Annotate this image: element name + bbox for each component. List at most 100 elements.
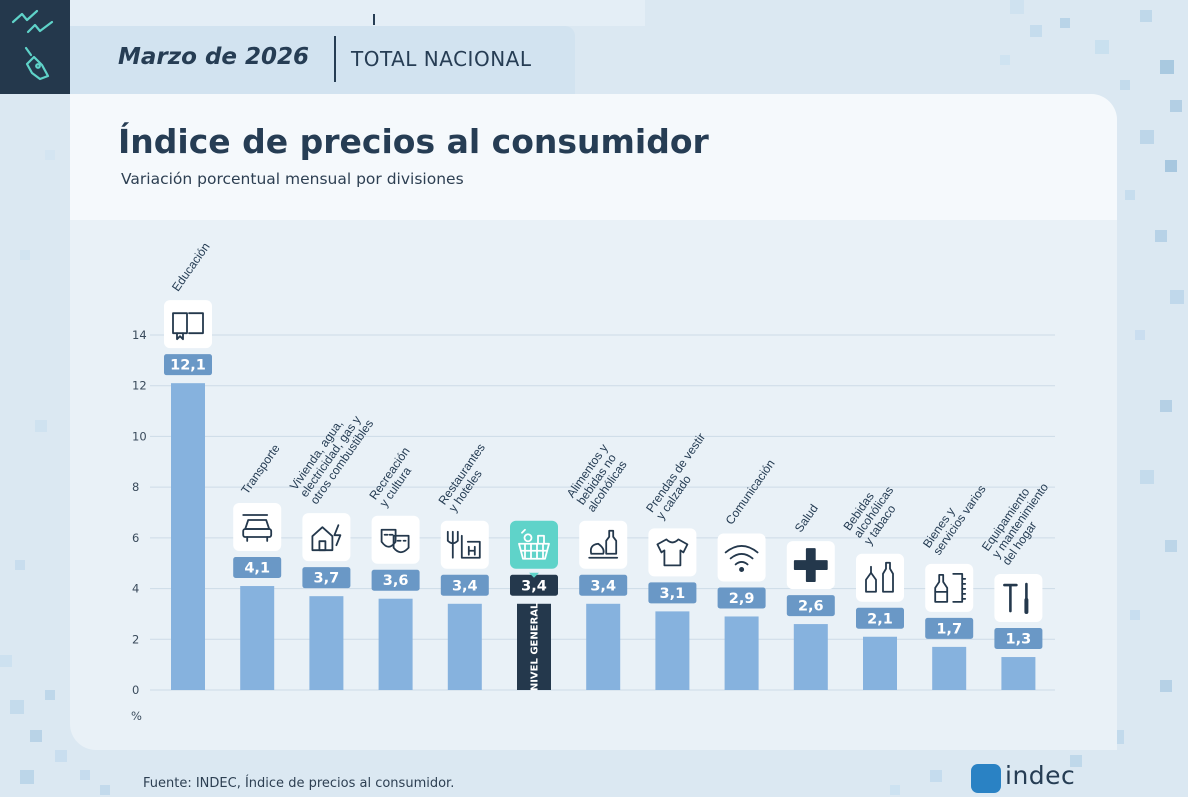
mosaic-square bbox=[20, 250, 30, 260]
y-tick-label: 8 bbox=[132, 480, 139, 494]
value-label: 2,1 bbox=[867, 611, 893, 627]
bar bbox=[863, 636, 897, 690]
value-label: 3,4 bbox=[521, 578, 547, 594]
value-label-box bbox=[717, 587, 766, 609]
category-label-line: Comunicación bbox=[723, 457, 778, 527]
mosaic-square bbox=[1155, 230, 1167, 242]
bar-group: 2,9 Comunicación bbox=[717, 457, 778, 690]
y-tick-label: 14 bbox=[132, 328, 147, 342]
y-tick-label: 0 bbox=[132, 683, 139, 697]
value-label-box bbox=[856, 607, 904, 629]
value-label: 2,6 bbox=[798, 599, 824, 615]
mosaic-square bbox=[1140, 130, 1154, 144]
y-axis-unit: % bbox=[131, 709, 142, 723]
category-label: Transporte bbox=[238, 441, 283, 496]
bar bbox=[378, 598, 413, 690]
indec-logo-mark bbox=[971, 764, 1001, 793]
mosaic-square bbox=[1135, 330, 1145, 340]
value-label-box bbox=[579, 574, 628, 596]
mosaic-square bbox=[1140, 10, 1152, 22]
value-label: 3,7 bbox=[314, 571, 340, 587]
value-label: 3,6 bbox=[383, 573, 409, 589]
category-label: Alimentos ybebidas noalcohólicas bbox=[564, 441, 632, 514]
category-label-line: Transporte bbox=[238, 441, 283, 496]
icon-box bbox=[579, 520, 628, 569]
category-label-line: Educación bbox=[169, 240, 213, 294]
value-label-box bbox=[925, 617, 974, 639]
chart-subtitle: Variación porcentual mensual por divisio… bbox=[121, 170, 464, 188]
value-label: 1,7 bbox=[936, 621, 962, 637]
y-tick-label: 12 bbox=[132, 379, 147, 393]
bar-group: 4,1 Transporte bbox=[233, 441, 283, 690]
mosaic-square bbox=[0, 655, 12, 667]
category-label: Recreacióny cultura bbox=[366, 445, 423, 510]
category-label: Educación bbox=[169, 240, 213, 294]
bar-group: 3,4 Restaurantesy hoteles bbox=[436, 441, 489, 690]
value-label: 3,1 bbox=[660, 586, 686, 602]
mosaic-square bbox=[1070, 755, 1082, 767]
chart-title-area: Índice de precios al consumidor Variació… bbox=[70, 94, 1117, 220]
mosaic-square bbox=[1160, 60, 1174, 74]
mosaic-square bbox=[1165, 540, 1177, 552]
house-bolt-icon bbox=[311, 524, 342, 552]
mosaic-square bbox=[890, 785, 900, 795]
bar-group: 3,1 Prendas de vestiry calzado bbox=[643, 430, 708, 690]
icon-box bbox=[717, 533, 766, 582]
mosaic-square bbox=[100, 785, 110, 795]
value-label-box bbox=[371, 569, 420, 591]
bar bbox=[1001, 657, 1036, 690]
bar bbox=[447, 603, 482, 690]
value-label: 1,3 bbox=[1006, 632, 1032, 648]
mosaic-square bbox=[30, 730, 42, 742]
icon-box bbox=[440, 520, 489, 569]
bar bbox=[655, 611, 690, 690]
icon-box bbox=[994, 574, 1043, 623]
plus-icon bbox=[793, 548, 828, 582]
category-label: Comunicación bbox=[723, 457, 778, 527]
car-icon bbox=[242, 514, 273, 542]
mosaic-square bbox=[1160, 680, 1172, 692]
value-label-box bbox=[510, 574, 558, 596]
y-tick-label: 10 bbox=[132, 429, 147, 443]
mosaic-square bbox=[1165, 160, 1177, 172]
header-tick-mark bbox=[373, 14, 375, 25]
header-date: Marzo de 2026 bbox=[118, 44, 310, 70]
mosaic-square bbox=[35, 420, 47, 432]
bar-group: 2,6 Salud bbox=[786, 502, 835, 690]
value-label-box bbox=[233, 557, 282, 579]
mosaic-square bbox=[1095, 40, 1109, 54]
bar bbox=[932, 646, 967, 690]
icon-box bbox=[302, 513, 351, 562]
mosaic-square bbox=[1170, 290, 1184, 304]
shopping-basket-icon bbox=[518, 528, 550, 560]
bar bbox=[586, 603, 621, 690]
bar bbox=[309, 596, 344, 690]
shirt-icon bbox=[656, 538, 689, 567]
source-note: Fuente: INDEC, Índice de precios al cons… bbox=[143, 776, 455, 791]
header-region: TOTAL NACIONAL bbox=[351, 47, 532, 71]
category-label: Vivienda, agua,electricidad, gas yotros … bbox=[287, 403, 376, 507]
bar-inline-label: NIVEL GENERAL bbox=[530, 602, 541, 691]
mosaic-square bbox=[1120, 80, 1130, 90]
bar-nivel-general bbox=[517, 603, 551, 690]
value-label-box bbox=[302, 567, 351, 589]
food-bottle-icon bbox=[588, 529, 619, 559]
mosaic-square bbox=[1010, 0, 1024, 14]
y-tick-label: 2 bbox=[132, 632, 139, 646]
indec-logo-text: indec bbox=[1005, 761, 1076, 790]
price-tag-trend-icon bbox=[11, 9, 54, 81]
mosaic-square bbox=[1030, 25, 1042, 37]
value-label-box bbox=[164, 354, 212, 376]
value-label: 2,9 bbox=[729, 591, 755, 607]
fork-hotel-icon bbox=[446, 530, 481, 559]
bar bbox=[793, 624, 828, 690]
bar bbox=[724, 616, 759, 690]
icon-box bbox=[856, 553, 904, 602]
mosaic-square bbox=[1160, 400, 1172, 412]
bar bbox=[240, 586, 275, 690]
value-label: 3,4 bbox=[590, 578, 616, 594]
mosaic-square bbox=[1000, 55, 1010, 65]
